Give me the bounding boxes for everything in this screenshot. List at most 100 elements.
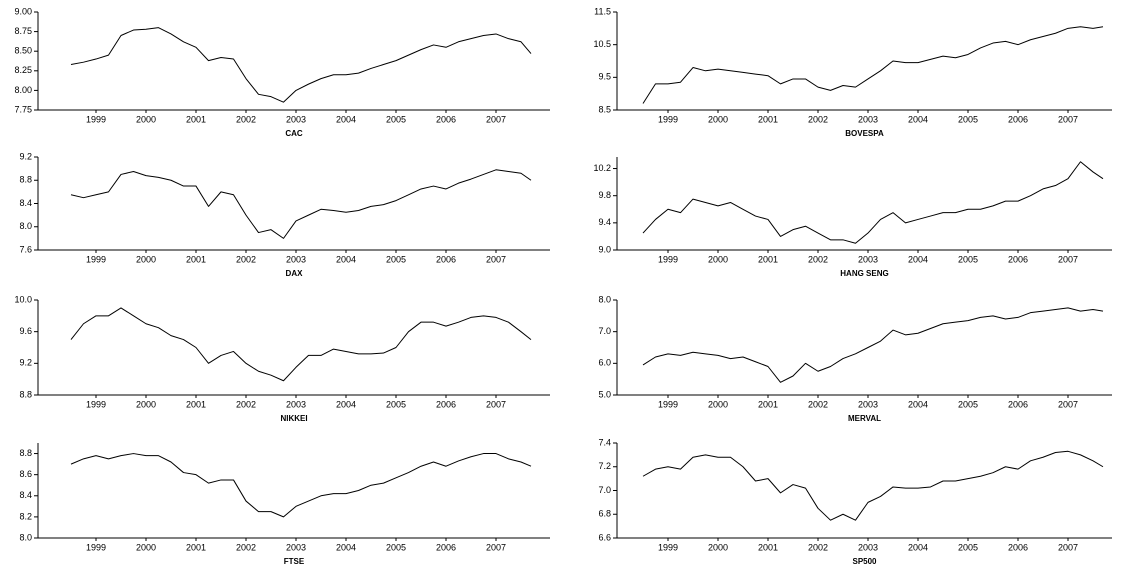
y-tick-label: 6.8 [598,509,611,519]
y-tick-label: 8.4 [19,490,32,500]
y-tick-label: 11.5 [594,6,611,16]
x-tick-label: 1999 [86,254,106,264]
y-tick-label: 8.75 [14,26,32,36]
x-tick-label: 2002 [808,114,828,124]
x-tick-label: 2000 [708,114,728,124]
x-tick-label: 1999 [86,114,106,124]
x-tick-label: 2002 [236,542,256,552]
x-tick-label: 2004 [336,254,356,264]
y-tick-label: 8.8 [19,448,32,458]
x-tick-label: 2000 [136,399,156,409]
x-tick-label: 2003 [286,254,306,264]
series-line [642,450,1104,521]
y-tick-label: 8.00 [14,85,32,95]
x-tick-label: 2000 [708,254,728,264]
y-tick-label: 8.5 [598,104,611,114]
y-tick-label: 8.50 [14,46,32,56]
y-tick-label: 7.0 [598,485,611,495]
x-tick-label: 2003 [286,399,306,409]
x-tick-label: 2003 [858,399,878,409]
x-tick-label: 2001 [186,254,206,264]
x-tick-label: 2007 [1058,254,1078,264]
y-tick-label: 7.6 [19,244,32,254]
x-tick-label: 2004 [908,542,928,552]
x-tick-label: 2005 [386,114,406,124]
x-tick-label: 2006 [436,254,456,264]
x-tick-label: 2007 [1058,114,1078,124]
y-tick-label: 7.2 [598,461,611,471]
x-tick-label: 2005 [386,399,406,409]
y-tick-label: 9.2 [19,151,32,161]
y-tick-label: 10.0 [14,294,32,304]
y-tick-label: 8.0 [19,221,32,231]
y-tick-label: 10.5 [593,39,611,49]
y-tick-label: 8.0 [598,294,611,304]
x-tick-label: 2001 [758,399,778,409]
chart-title: SP500 [852,557,877,566]
x-tick-label: 2005 [386,542,406,552]
y-tick-label: 9.4 [598,217,611,227]
x-tick-label: 2006 [1008,399,1028,409]
series-line [70,169,532,239]
chart-title: BOVESPA [845,129,884,138]
x-tick-label: 2000 [708,542,728,552]
x-tick-label: 2003 [858,114,878,124]
y-tick-label: 9.0 [598,244,611,254]
x-tick-label: 2001 [758,114,778,124]
series-line [642,26,1104,104]
x-tick-label: 2004 [908,399,928,409]
x-tick-label: 2005 [386,254,406,264]
x-tick-label: 2004 [908,114,928,124]
x-tick-label: 2004 [336,114,356,124]
y-tick-label: 8.25 [14,65,32,75]
y-tick-label: 7.75 [14,104,32,114]
x-tick-label: 2003 [858,254,878,264]
x-tick-label: 2007 [486,399,506,409]
x-tick-label: 2002 [236,399,256,409]
y-tick-label: 8.8 [19,389,32,399]
y-tick-label: 9.6 [19,326,32,336]
x-tick-label: 2006 [1008,254,1028,264]
series-line [70,307,532,382]
x-tick-label: 2007 [486,254,506,264]
x-tick-label: 2000 [708,399,728,409]
x-tick-label: 2004 [336,399,356,409]
x-tick-label: 2007 [486,114,506,124]
x-tick-label: 2007 [1058,399,1078,409]
x-tick-label: 2000 [136,542,156,552]
x-tick-label: 2000 [136,254,156,264]
y-tick-label: 8.6 [19,469,32,479]
y-tick-label: 9.2 [19,358,32,368]
x-tick-label: 2003 [286,114,306,124]
x-tick-label: 1999 [658,399,678,409]
x-tick-label: 2001 [758,542,778,552]
x-tick-label: 2002 [808,542,828,552]
x-tick-label: 2005 [958,542,978,552]
y-tick-label: 5.0 [598,389,611,399]
x-tick-label: 2005 [958,399,978,409]
x-tick-label: 2001 [186,114,206,124]
x-tick-label: 2002 [236,254,256,264]
y-tick-label: 7.4 [598,437,611,447]
y-tick-label: 6.6 [598,532,611,542]
x-tick-label: 2001 [758,254,778,264]
x-tick-label: 1999 [658,114,678,124]
x-tick-label: 2001 [186,542,206,552]
x-tick-label: 2006 [1008,114,1028,124]
x-tick-label: 2002 [808,399,828,409]
x-tick-label: 1999 [86,542,106,552]
x-tick-label: 2000 [136,114,156,124]
x-tick-label: 2006 [1008,542,1028,552]
x-tick-label: 2005 [958,114,978,124]
series-line [70,27,532,103]
x-tick-label: 2003 [858,542,878,552]
chart-title: MERVAL [848,414,881,423]
x-tick-label: 2007 [1058,542,1078,552]
x-tick-label: 2006 [436,399,456,409]
x-tick-label: 2006 [436,114,456,124]
x-tick-label: 1999 [658,542,678,552]
chart-title: NIKKEI [280,414,307,423]
chart-title: HANG SENG [840,269,888,278]
x-tick-label: 1999 [658,254,678,264]
